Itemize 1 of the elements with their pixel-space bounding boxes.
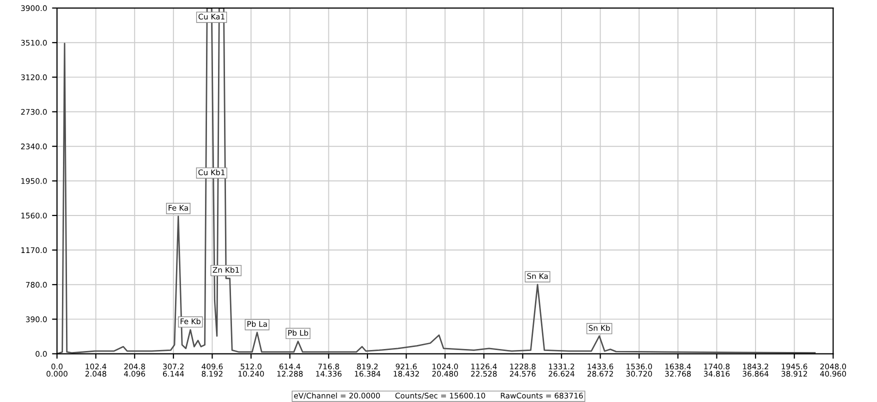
- line-series: [57, 8, 816, 354]
